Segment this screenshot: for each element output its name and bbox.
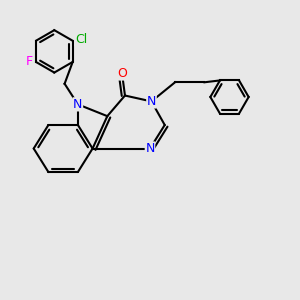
Text: N: N — [147, 95, 156, 108]
Text: N: N — [73, 98, 83, 111]
Text: N: N — [145, 142, 155, 155]
Text: O: O — [117, 67, 127, 80]
Text: F: F — [26, 56, 33, 68]
Text: Cl: Cl — [75, 33, 87, 46]
